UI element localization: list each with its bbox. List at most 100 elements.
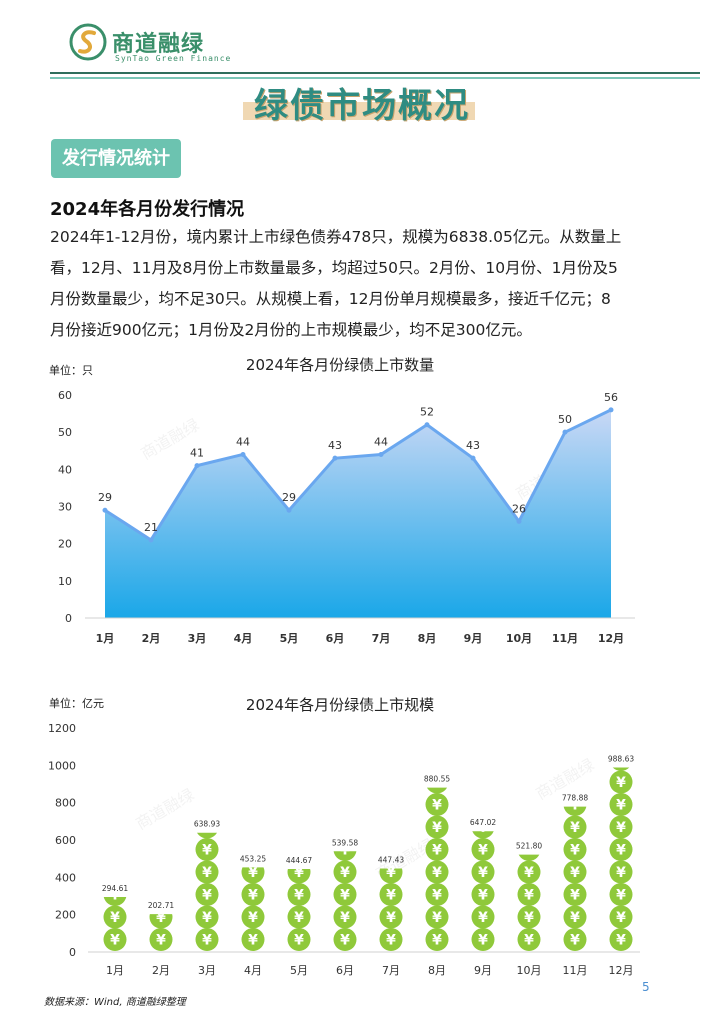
coin-symbol: ¥ bbox=[386, 865, 396, 881]
x-tick-label: 7月 bbox=[372, 632, 391, 645]
coin bbox=[149, 928, 173, 951]
coin-symbol: ¥ bbox=[432, 775, 442, 791]
coin bbox=[425, 928, 449, 951]
coin-symbol: ¥ bbox=[110, 888, 120, 904]
coin-symbol: ¥ bbox=[616, 888, 626, 904]
coin bbox=[195, 905, 219, 929]
data-label: 447.43 bbox=[378, 855, 404, 864]
x-tick-label: 11月 bbox=[563, 964, 588, 977]
coin-symbol: ¥ bbox=[432, 933, 442, 949]
data-label: 29 bbox=[98, 491, 112, 504]
x-tick-label: 9月 bbox=[464, 632, 483, 645]
coin bbox=[472, 831, 494, 839]
data-label: 539.58 bbox=[332, 838, 358, 847]
coin-symbol: ¥ bbox=[248, 888, 258, 904]
y-tick-label: 40 bbox=[58, 463, 72, 476]
coin-symbol: ¥ bbox=[616, 910, 626, 926]
data-label: 988.63 bbox=[608, 754, 634, 763]
data-label: 50 bbox=[558, 413, 572, 426]
coin bbox=[103, 905, 127, 929]
data-label: 43 bbox=[466, 439, 480, 452]
coin-symbol: ¥ bbox=[570, 910, 580, 926]
coin bbox=[149, 914, 173, 929]
coin bbox=[471, 838, 495, 861]
coin bbox=[333, 905, 357, 929]
coin-symbol: ¥ bbox=[616, 865, 626, 881]
coin-symbol: ¥ bbox=[570, 888, 580, 904]
data-label: 43 bbox=[328, 439, 342, 452]
coin bbox=[609, 928, 633, 951]
coin-symbol: ¥ bbox=[340, 933, 350, 949]
data-label: 29 bbox=[282, 491, 296, 504]
coin bbox=[609, 838, 633, 861]
x-tick-label: 12月 bbox=[598, 632, 624, 645]
y-tick-label: 400 bbox=[55, 871, 76, 884]
data-label: 26 bbox=[512, 502, 526, 515]
coin-symbol: ¥ bbox=[616, 933, 626, 949]
data-point bbox=[470, 455, 476, 461]
coin bbox=[241, 905, 265, 929]
coin bbox=[195, 860, 219, 884]
x-tick-label: 1月 bbox=[106, 964, 124, 977]
chart-title: 2024年各月份绿债上市数量 bbox=[246, 356, 434, 374]
coin-symbol: ¥ bbox=[616, 753, 626, 769]
coin bbox=[425, 883, 449, 906]
subsection-title: 2024年各月份发行情况 bbox=[50, 199, 245, 220]
data-point bbox=[424, 422, 430, 428]
data-label: 21 bbox=[144, 521, 158, 534]
coin bbox=[563, 860, 587, 884]
x-tick-label: 6月 bbox=[326, 632, 345, 645]
y-tick-label: 20 bbox=[58, 538, 72, 551]
coin-symbol: ¥ bbox=[340, 843, 350, 859]
data-label: 778.88 bbox=[562, 794, 588, 803]
coin bbox=[379, 928, 403, 951]
data-point bbox=[240, 451, 246, 457]
coin-symbol: ¥ bbox=[616, 775, 626, 791]
coin-symbol: ¥ bbox=[340, 888, 350, 904]
coin-bar: ¥¥ bbox=[149, 914, 173, 951]
data-label: 202.71 bbox=[148, 901, 174, 910]
coin-symbol: ¥ bbox=[524, 933, 534, 949]
chart-title: 2024年各月份绿债上市规模 bbox=[246, 696, 434, 714]
section-tag: 发行情况统计 bbox=[51, 139, 181, 178]
coin bbox=[333, 883, 357, 906]
data-point bbox=[148, 537, 154, 543]
coin bbox=[471, 905, 495, 929]
coin-symbol: ¥ bbox=[478, 933, 488, 949]
coin bbox=[379, 868, 403, 884]
coin-symbol: ¥ bbox=[570, 820, 580, 836]
coin-bar: ¥ ¥ ¥ ¥ ¥ ¥ ¥ ¥ ¥ bbox=[609, 753, 633, 951]
coin-bar: ¥ ¥ ¥ bbox=[103, 888, 127, 951]
coin-symbol: ¥ bbox=[386, 910, 396, 926]
y-tick-label: 60 bbox=[58, 389, 72, 402]
coin bbox=[287, 928, 311, 951]
coin bbox=[517, 928, 541, 951]
y-tick-label: 1200 bbox=[48, 722, 76, 735]
issuance-count-chart: 商道融绿商道融绿商道融绿2024年各月份绿债上市数量单位：只0102030405… bbox=[49, 356, 635, 645]
x-tick-label: 12月 bbox=[609, 964, 634, 977]
x-tick-label: 3月 bbox=[188, 632, 207, 645]
page-title: 绿债市场概况 bbox=[254, 86, 470, 126]
coin bbox=[426, 787, 448, 794]
coin-bar: ¥ ¥ ¥ ¥ ¥ ¥ ¥ bbox=[563, 806, 587, 951]
x-tick-label: 4月 bbox=[244, 964, 262, 977]
coin-symbol: ¥ bbox=[432, 820, 442, 836]
unit-label: 单位：只 bbox=[49, 363, 93, 377]
coin-bar: ¥ ¥ ¥ ¥ ¥ bbox=[517, 854, 541, 951]
coin bbox=[379, 883, 403, 906]
coin bbox=[333, 851, 357, 861]
coin-symbol: ¥ bbox=[386, 888, 396, 904]
y-tick-label: 0 bbox=[69, 946, 76, 959]
coin bbox=[333, 928, 357, 951]
x-tick-label: 6月 bbox=[336, 964, 354, 977]
coin-symbol: ¥ bbox=[248, 910, 258, 926]
coin bbox=[379, 905, 403, 929]
x-tick-label: 8月 bbox=[418, 632, 437, 645]
coin-symbol: ¥ bbox=[202, 865, 212, 881]
coin bbox=[517, 860, 541, 884]
coin bbox=[609, 860, 633, 884]
coin-symbol: ¥ bbox=[478, 888, 488, 904]
coin bbox=[518, 854, 540, 861]
coin bbox=[563, 838, 587, 861]
data-label: 521.80 bbox=[516, 842, 542, 851]
